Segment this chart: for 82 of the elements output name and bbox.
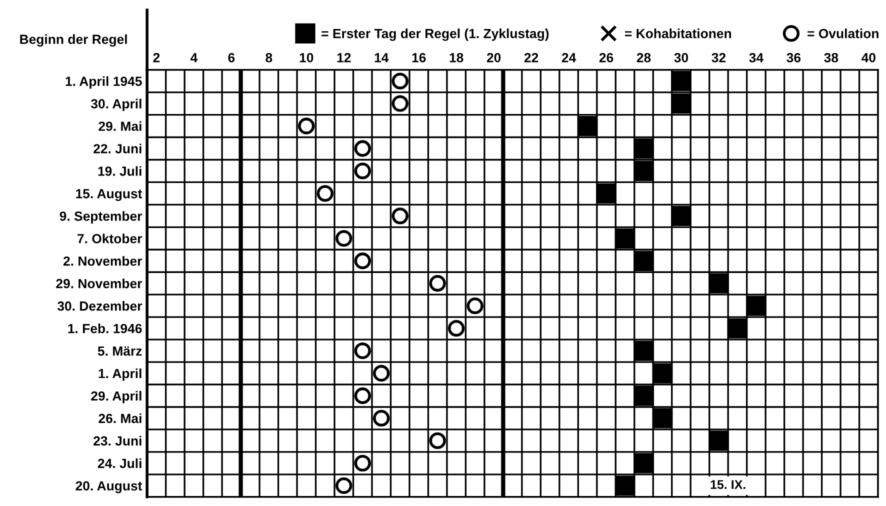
point [373, 410, 390, 427]
y-tick-label: 24. Juli [98, 458, 142, 468]
point [316, 185, 334, 202]
point [634, 160, 654, 182]
point [577, 116, 598, 136]
y-tick-label: 19. Juli [98, 166, 142, 176]
x-tick-label: 16 [412, 53, 426, 62]
x-tick-label: 30 [674, 53, 688, 62]
x-tick-label: 10 [300, 53, 314, 62]
x-tick-label: 28 [636, 53, 651, 62]
x-tick-label: 2 [153, 53, 160, 62]
point [354, 342, 371, 360]
point [634, 340, 654, 361]
y-tick-label: 29. November [56, 278, 142, 288]
y-tick-label: 1. Feb. 1946 [68, 324, 142, 334]
point [634, 250, 654, 271]
legend-label: = Kohabitationen [624, 28, 732, 38]
point [746, 296, 766, 316]
y-tick-label: 23. Juni [94, 436, 142, 446]
point [298, 118, 315, 134]
point [634, 453, 654, 474]
x-tick-label: 12 [337, 53, 351, 62]
point [392, 208, 408, 224]
x-tick-label: 24 [562, 53, 576, 62]
y-tick-label: 22. Juni [94, 144, 142, 154]
point [373, 364, 390, 382]
legend-label: = Ovulation [808, 28, 878, 38]
point [634, 138, 654, 159]
legend-label: = Erster Tag der Regel (1. Zyklustag) [322, 28, 549, 41]
y-tick-label: 1. April [98, 368, 142, 381]
point [354, 252, 371, 270]
x-tick-label: 32 [712, 53, 726, 62]
point [652, 408, 673, 428]
point [354, 140, 371, 157]
y-tick-label: 9. September [60, 211, 142, 224]
point [671, 93, 692, 114]
point [634, 386, 654, 406]
point [671, 70, 692, 92]
y-tick-label: 30. Dezember [57, 301, 142, 311]
x-tick-label: 20 [486, 53, 501, 62]
x-tick-label: 34 [749, 53, 764, 62]
y-tick-label: 29. April [91, 390, 142, 404]
point [448, 320, 465, 337]
x-tick-label: 38 [824, 53, 838, 62]
x-tick-label: 6 [228, 53, 235, 62]
y-tick-label: 29. Mai [98, 121, 142, 131]
point [708, 430, 729, 451]
y-axis-title: Beginn der Regel [20, 34, 127, 47]
point [354, 162, 371, 180]
point [336, 477, 352, 494]
x-tick-label: 4 [190, 53, 198, 62]
y-tick-label: 26. Mai [98, 413, 142, 424]
annotation: 15. IX. [710, 480, 746, 490]
point [336, 230, 352, 247]
y-tick-label: 5. März [98, 346, 142, 356]
point [671, 206, 692, 226]
y-tick-label: 30. April [90, 98, 142, 112]
x-tick-label: 22 [524, 53, 538, 62]
x-tick-label: 18 [450, 53, 464, 62]
point [466, 298, 484, 314]
y-tick-label: 7. Oktober [78, 234, 142, 244]
y-tick-label: 20. August [76, 481, 142, 494]
point [727, 318, 748, 338]
x-tick-label: 8 [266, 53, 272, 62]
point [354, 454, 371, 472]
point [596, 183, 616, 204]
x-tick-label: 36 [786, 53, 801, 62]
point [392, 95, 408, 112]
point [614, 476, 636, 496]
y-tick-label: 15. August [76, 189, 142, 201]
point [429, 275, 446, 292]
x-tick-label: 26 [599, 53, 614, 62]
y-tick-label: 1. April 1945 [66, 76, 142, 89]
point [354, 387, 371, 404]
x-tick-label: 14 [374, 53, 389, 62]
point [614, 228, 636, 248]
x-tick-label: 40 [862, 53, 876, 62]
point [392, 72, 408, 90]
point [429, 432, 446, 450]
point [652, 363, 673, 384]
point [708, 273, 729, 294]
y-tick-label: 2. November [63, 256, 142, 266]
